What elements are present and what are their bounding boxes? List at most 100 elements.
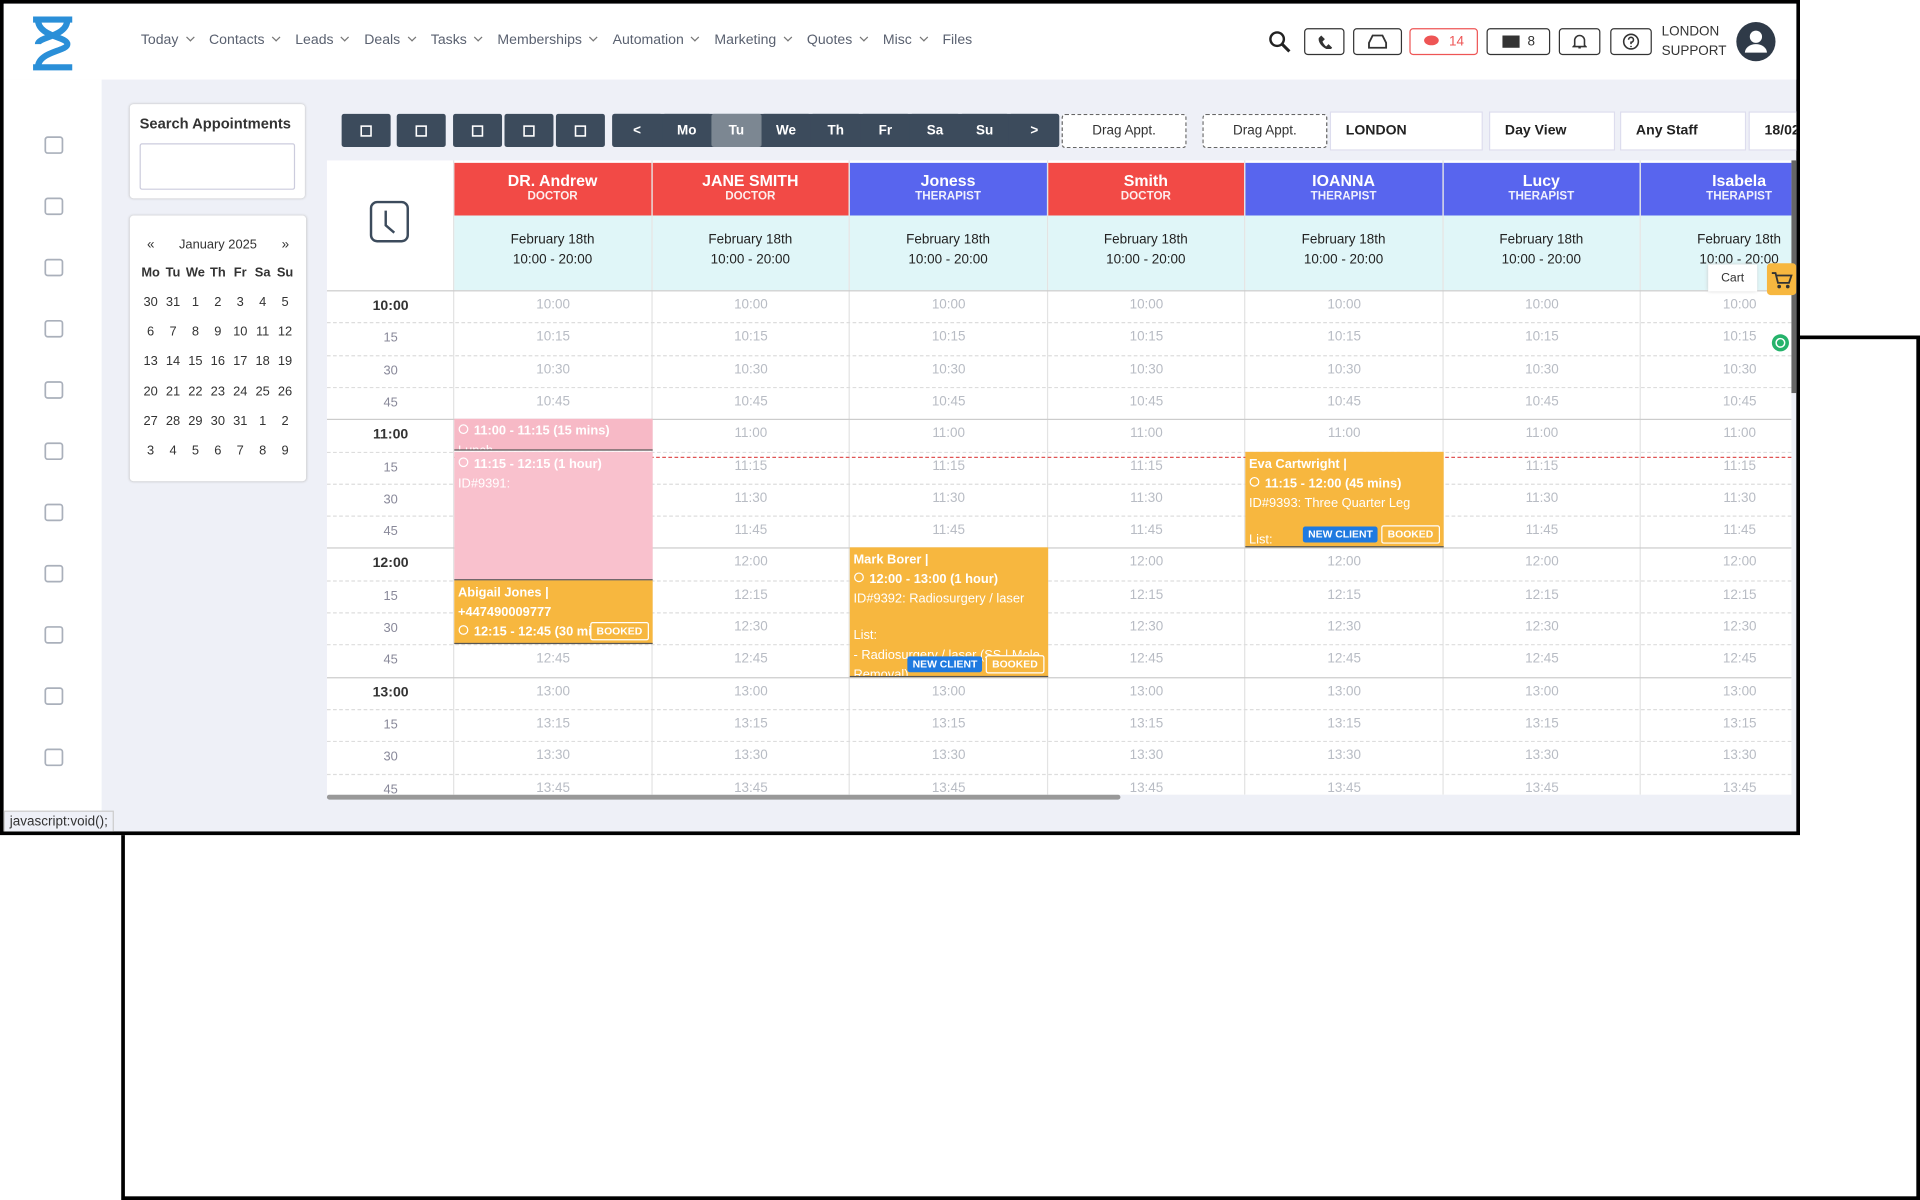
- day[interactable]: 18: [255, 354, 270, 370]
- phone-button[interactable]: [1304, 28, 1345, 56]
- slot-label[interactable]: 12:30: [1327, 619, 1362, 635]
- next-month[interactable]: »: [281, 237, 290, 253]
- slot-label[interactable]: 13:15: [931, 716, 966, 731]
- menu-item[interactable]: Memberships: [497, 33, 596, 48]
- slot-label[interactable]: 10:15: [536, 329, 571, 345]
- menu-item[interactable]: Leads: [295, 33, 348, 48]
- day-button[interactable]: Su: [959, 113, 1010, 147]
- day[interactable]: 2: [281, 413, 289, 429]
- day[interactable]: 31: [165, 295, 181, 310]
- day[interactable]: 1: [259, 413, 267, 429]
- slot-label[interactable]: 12:45: [536, 651, 571, 667]
- menu-item[interactable]: Today: [141, 33, 193, 48]
- slot-label[interactable]: 12:00: [1327, 555, 1362, 570]
- day-button[interactable]: Sa: [910, 113, 960, 147]
- slot-label[interactable]: 11:15: [1525, 458, 1559, 474]
- slot-label[interactable]: 10:30: [1525, 361, 1559, 377]
- select-date[interactable]: 18/02: [1748, 111, 1797, 151]
- slot-label[interactable]: 11:45: [1130, 522, 1163, 538]
- user-name[interactable]: LONDON SUPPORT: [1662, 22, 1727, 61]
- slot-label[interactable]: 12:30: [1525, 619, 1559, 635]
- drag-appt[interactable]: Drag Appt.: [1202, 113, 1328, 149]
- menu-item[interactable]: Misc: [883, 33, 927, 48]
- drag-appt[interactable]: Drag Appt.: [1061, 113, 1187, 149]
- sidebar-icon[interactable]: [43, 501, 65, 523]
- slot-label[interactable]: 10:00: [536, 297, 571, 313]
- prev-month[interactable]: «: [146, 237, 155, 253]
- slot-label[interactable]: 11:00: [734, 426, 768, 442]
- slot-label[interactable]: 11:30: [932, 490, 966, 506]
- slot-label[interactable]: 11:15: [1723, 458, 1757, 474]
- slot-label[interactable]: 10:00: [734, 297, 768, 313]
- tool-button[interactable]: [453, 113, 503, 147]
- appointment[interactable]: Eva Cartwright | 11:15 - 12:00 (45 mins) I…: [1245, 451, 1444, 548]
- day[interactable]: 31: [233, 413, 248, 429]
- day[interactable]: 30: [210, 413, 225, 429]
- day-button[interactable]: Tu: [711, 113, 762, 147]
- slot-label[interactable]: 10:15: [1129, 329, 1164, 345]
- slot-label[interactable]: 12:15: [1327, 587, 1362, 603]
- slot-label[interactable]: 13:30: [931, 748, 966, 764]
- slot-label[interactable]: 12:45: [1327, 651, 1362, 667]
- slot-label[interactable]: 11:45: [1723, 522, 1757, 538]
- slot-label[interactable]: 12:15: [1525, 587, 1559, 603]
- slot-label[interactable]: 13:30: [1327, 748, 1362, 764]
- slot-label[interactable]: 12:00: [1129, 555, 1164, 570]
- slot-label[interactable]: 10:00: [1129, 297, 1164, 313]
- slot-label[interactable]: 13:00: [931, 683, 966, 699]
- slot-label[interactable]: 13:15: [734, 716, 768, 731]
- day[interactable]: 30: [143, 295, 158, 310]
- day[interactable]: 29: [188, 413, 203, 429]
- day[interactable]: 10: [233, 324, 248, 340]
- slot-label[interactable]: 13:30: [734, 748, 768, 764]
- day[interactable]: 20: [143, 383, 158, 399]
- staff-header[interactable]: JANE SMITH DOCTOR: [652, 162, 849, 216]
- slot-label[interactable]: 13:15: [1327, 716, 1362, 731]
- day[interactable]: 5: [281, 295, 289, 310]
- sidebar-icon[interactable]: [43, 440, 65, 462]
- slot-label[interactable]: 13:45: [536, 780, 571, 795]
- day[interactable]: 11: [255, 324, 270, 340]
- slot-label[interactable]: 13:00: [1525, 683, 1559, 699]
- slot-label[interactable]: 10:45: [734, 394, 768, 409]
- slot-label[interactable]: 12:15: [1129, 587, 1164, 603]
- notifications-button[interactable]: [1558, 28, 1601, 56]
- select-location[interactable]: LONDON: [1329, 111, 1483, 151]
- sidebar-icon[interactable]: [43, 378, 65, 400]
- slot-label[interactable]: 12:00: [734, 555, 768, 570]
- slot-label[interactable]: 11:30: [734, 490, 768, 506]
- slot-label[interactable]: 10:30: [931, 361, 966, 377]
- slot-label[interactable]: 12:30: [1129, 619, 1164, 635]
- slot-label[interactable]: 12:15: [734, 587, 768, 603]
- day-button[interactable]: Mo: [661, 113, 712, 147]
- slot-label[interactable]: 13:15: [1129, 716, 1164, 731]
- day[interactable]: 3: [147, 443, 155, 458]
- day-button[interactable]: Th: [810, 113, 861, 147]
- sidebar-icon[interactable]: [43, 133, 65, 155]
- day[interactable]: 27: [143, 413, 158, 429]
- slot-label[interactable]: 13:00: [1129, 683, 1164, 699]
- tool-button[interactable]: [504, 113, 554, 147]
- slot-label[interactable]: 11:45: [734, 522, 768, 538]
- slot-label[interactable]: 12:30: [1722, 619, 1757, 635]
- staff-header[interactable]: Lucy THERAPIST: [1443, 162, 1640, 216]
- slot-label[interactable]: 13:45: [1525, 780, 1559, 795]
- slot-label[interactable]: 11:30: [1130, 490, 1163, 506]
- day[interactable]: 7: [169, 324, 177, 340]
- day[interactable]: 8: [191, 324, 199, 340]
- day[interactable]: 22: [188, 383, 203, 399]
- menu-item[interactable]: Files: [942, 33, 973, 48]
- slot-label[interactable]: 11:00: [1130, 426, 1163, 442]
- slot-label[interactable]: 13:45: [1722, 780, 1757, 795]
- day[interactable]: 17: [233, 354, 248, 370]
- menu-item[interactable]: Deals: [364, 33, 415, 48]
- slot-label[interactable]: 10:30: [1129, 361, 1164, 377]
- sidebar-icon[interactable]: [43, 562, 65, 584]
- day[interactable]: 1: [191, 295, 199, 310]
- slot-label[interactable]: 12:45: [1525, 651, 1559, 667]
- slot-label[interactable]: 11:00: [932, 426, 966, 442]
- slot-label[interactable]: 10:15: [931, 329, 966, 345]
- slot-label[interactable]: 11:45: [932, 522, 966, 538]
- slot-label[interactable]: 10:30: [1722, 361, 1757, 377]
- slot-label[interactable]: 10:45: [1525, 394, 1559, 409]
